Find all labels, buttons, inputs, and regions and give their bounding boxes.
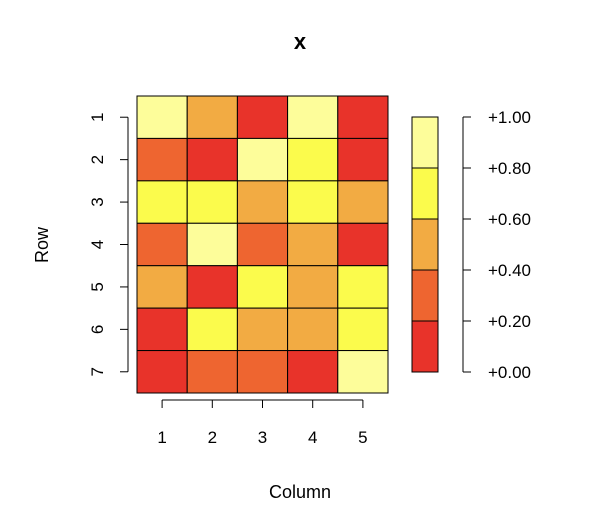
y-axis-label: Row bbox=[32, 226, 52, 263]
heatmap-cell bbox=[236, 350, 289, 394]
legend-swatch bbox=[411, 218, 439, 271]
heatmap-cell bbox=[136, 180, 188, 224]
heatmap-cell bbox=[236, 222, 289, 267]
legend-tick-label: +0.40 bbox=[488, 261, 531, 280]
color-legend: +0.00 +0.20 +0.40 +0.60 +0.80 +1.00 bbox=[411, 108, 531, 382]
y-tick-label: 5 bbox=[88, 282, 107, 291]
heatmap-cell bbox=[236, 137, 289, 182]
heatmap-cell bbox=[287, 265, 339, 309]
heatmap-cell bbox=[287, 180, 339, 224]
heatmap-cell bbox=[136, 265, 188, 309]
legend-swatch bbox=[411, 167, 439, 220]
x-tick-label: 1 bbox=[157, 428, 166, 447]
heatmap-cell bbox=[186, 222, 238, 267]
heatmap-cell bbox=[337, 95, 389, 139]
heatmap-cell bbox=[287, 137, 339, 182]
heatmap-cell bbox=[236, 307, 289, 352]
heatmap-cell bbox=[136, 307, 188, 352]
heatmap-cell bbox=[287, 350, 339, 394]
legend-tick-label: +0.00 bbox=[488, 363, 531, 382]
chart-title: x bbox=[294, 29, 307, 54]
legend-swatch bbox=[411, 116, 439, 169]
heatmap-cell bbox=[236, 95, 289, 139]
heatmap-cell bbox=[337, 137, 389, 182]
x-axis-label: Column bbox=[269, 482, 331, 502]
legend-tick-label: +0.80 bbox=[488, 159, 531, 178]
legend-tick-label: +0.60 bbox=[488, 210, 531, 229]
y-tick-label: 6 bbox=[88, 325, 107, 334]
heatmap-cell bbox=[136, 137, 188, 182]
heatmap-cell bbox=[136, 95, 188, 139]
heatmap-cell bbox=[186, 265, 238, 309]
heatmap-cell bbox=[136, 222, 188, 267]
legend-tick-label: +0.20 bbox=[488, 312, 531, 331]
y-tick-label: 3 bbox=[88, 197, 107, 206]
heatmap-cell bbox=[236, 180, 289, 224]
y-tick-label: 2 bbox=[88, 155, 107, 164]
legend-tick-label: +1.00 bbox=[488, 108, 531, 127]
y-axis: 1 2 3 4 5 6 7 bbox=[88, 112, 129, 377]
legend-swatch bbox=[411, 269, 439, 322]
heatmap-cell bbox=[337, 180, 389, 224]
x-axis: 1 2 3 4 5 bbox=[157, 399, 368, 447]
heatmap-cells bbox=[136, 95, 389, 394]
heatmap-cell bbox=[287, 307, 339, 352]
heatmap-cell bbox=[337, 350, 389, 394]
heatmap-cell bbox=[186, 350, 238, 394]
y-tick-label: 1 bbox=[88, 112, 107, 121]
x-tick-label: 3 bbox=[258, 428, 267, 447]
heatmap-cell bbox=[287, 95, 339, 139]
y-tick-label: 7 bbox=[88, 367, 107, 376]
heatmap-cell bbox=[236, 265, 289, 309]
heatmap-cell bbox=[287, 222, 339, 267]
legend-swatch bbox=[411, 320, 439, 373]
heatmap-cell bbox=[186, 95, 238, 139]
x-tick-label: 4 bbox=[308, 428, 317, 447]
heatmap-cell bbox=[186, 137, 238, 182]
heatmap-cell bbox=[186, 307, 238, 352]
x-tick-label: 2 bbox=[208, 428, 217, 447]
heatmap-cell bbox=[186, 180, 238, 224]
heatmap-cell bbox=[337, 265, 389, 309]
heatmap-cell bbox=[337, 307, 389, 352]
x-tick-label: 5 bbox=[358, 428, 367, 447]
heatmap-cell bbox=[337, 222, 389, 267]
y-tick-label: 4 bbox=[88, 240, 107, 249]
heatmap-cell bbox=[136, 350, 188, 394]
